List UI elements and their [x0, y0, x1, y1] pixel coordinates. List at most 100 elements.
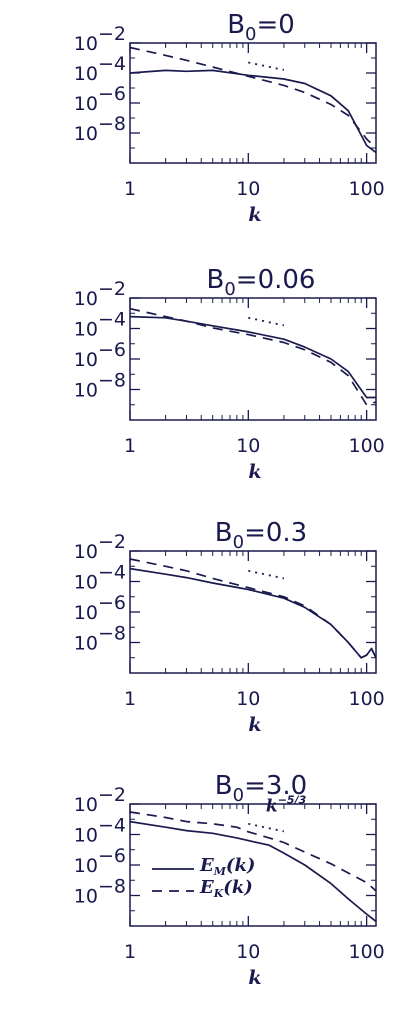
legend-rest: (k)	[223, 877, 253, 898]
y-tick-exponent: −4	[98, 53, 126, 75]
y-tick-exponent: −2	[98, 784, 126, 806]
y-tick-base: 10	[74, 33, 98, 55]
y-tick-exponent: −2	[98, 278, 126, 300]
title-subscript: 0	[224, 279, 235, 300]
y-tick-exponent: −4	[98, 309, 126, 331]
y-tick-label: 10−8	[74, 370, 126, 402]
title-main: B	[207, 265, 225, 295]
x-axis-label: k	[248, 204, 261, 226]
y-tick-base: 10	[74, 855, 98, 877]
x-axis-label: k	[248, 714, 261, 736]
y-tick-base: 10	[74, 63, 98, 85]
panel-title: B0=0	[227, 10, 295, 45]
y-tick-exponent: −8	[98, 623, 126, 645]
legend-main: E	[199, 855, 214, 876]
title-main: B	[215, 771, 233, 801]
legend-subscript: K	[213, 887, 224, 900]
title-rest: =0.3	[244, 518, 307, 548]
y-tick-label: 10−8	[74, 876, 126, 908]
y-tick-exponent: −8	[98, 113, 126, 135]
y-tick-label: 10−6	[74, 83, 126, 115]
x-tick-label: 10	[236, 435, 260, 457]
title-subscript: 0	[233, 532, 244, 553]
series-line-dashed	[129, 811, 377, 892]
y-tick-label: 10−8	[74, 623, 126, 655]
series-line-dotted	[248, 316, 285, 327]
y-tick-base: 10	[74, 794, 98, 816]
y-tick-label: 10−2	[74, 531, 126, 563]
y-tick-exponent: −6	[98, 845, 126, 867]
legend-main: E	[199, 877, 214, 898]
title-rest: =3.0	[244, 771, 307, 801]
series-line-dotted	[248, 822, 285, 833]
y-tick-exponent: −6	[98, 83, 126, 105]
y-tick-base: 10	[74, 602, 98, 624]
y-tick-exponent: −4	[98, 562, 126, 584]
y-tick-label: 10−4	[74, 562, 126, 594]
x-tick-label: 10	[236, 178, 260, 200]
y-tick-label: 10−2	[74, 784, 126, 816]
panel-title: B0=3.0	[215, 771, 307, 806]
x-axis-label: k	[248, 461, 261, 483]
y-tick-base: 10	[74, 633, 98, 655]
series-line-dotted	[248, 61, 285, 71]
y-tick-exponent: −8	[98, 370, 126, 392]
x-tick-label: 100	[348, 688, 384, 710]
y-tick-label: 10−6	[74, 339, 126, 371]
y-tick-base: 10	[74, 886, 98, 908]
y-tick-base: 10	[74, 93, 98, 115]
y-tick-exponent: −4	[98, 815, 126, 837]
y-tick-base: 10	[74, 349, 98, 371]
title-main: B	[215, 518, 233, 548]
series-line-solid	[129, 69, 377, 154]
x-tick-label: 10	[236, 688, 260, 710]
y-tick-label: 10−4	[74, 309, 126, 341]
y-tick-base: 10	[74, 123, 98, 145]
spectrum-panel-4: B0=3.01 10 10010−210−410−610−8kk−5/3EM(k)E…	[74, 771, 385, 989]
y-tick-label: 10−8	[74, 113, 126, 145]
title-subscript: 0	[233, 785, 244, 806]
x-tick-label: 100	[348, 435, 384, 457]
panel-title: B0=0.3	[215, 518, 307, 553]
y-tick-exponent: −6	[98, 339, 126, 361]
y-tick-exponent: −2	[98, 531, 126, 553]
y-tick-label: 10−4	[74, 53, 126, 85]
title-main: B	[227, 10, 245, 40]
x-tick-label: 10	[236, 941, 260, 963]
slope-annotation: k−5/3	[266, 793, 307, 816]
legend-label: EK(k)	[199, 877, 253, 900]
x-tick-label: 1	[124, 435, 136, 457]
y-tick-base: 10	[74, 541, 98, 563]
series-line-solid	[129, 567, 377, 659]
legend-subscript: M	[213, 865, 227, 878]
title-rest: =0	[256, 10, 294, 40]
y-tick-label: 10−6	[74, 845, 126, 877]
series-line-dashed	[129, 558, 377, 659]
title-rest: =0.06	[236, 265, 316, 295]
series-line-dotted	[248, 569, 285, 580]
y-tick-base: 10	[74, 380, 98, 402]
series-line-dashed	[129, 46, 377, 149]
x-tick-label: 1	[124, 941, 136, 963]
x-tick-label: 1	[124, 688, 136, 710]
y-tick-base: 10	[74, 572, 98, 594]
y-tick-label: 10−4	[74, 815, 126, 847]
y-tick-base: 10	[74, 288, 98, 310]
y-tick-exponent: −8	[98, 876, 126, 898]
title-subscript: 0	[245, 24, 256, 45]
y-tick-label: 10−6	[74, 592, 126, 624]
series-line-solid	[129, 315, 376, 399]
y-tick-label: 10−2	[74, 278, 126, 310]
x-tick-label: 1	[124, 178, 136, 200]
series-line-solid	[129, 820, 377, 923]
x-tick-label: 100	[348, 941, 384, 963]
annotation-main: k	[266, 796, 278, 816]
plot-frame	[129, 550, 377, 674]
y-tick-exponent: −2	[98, 23, 126, 45]
panel-title: B0=0.06	[207, 265, 316, 300]
y-tick-base: 10	[74, 825, 98, 847]
